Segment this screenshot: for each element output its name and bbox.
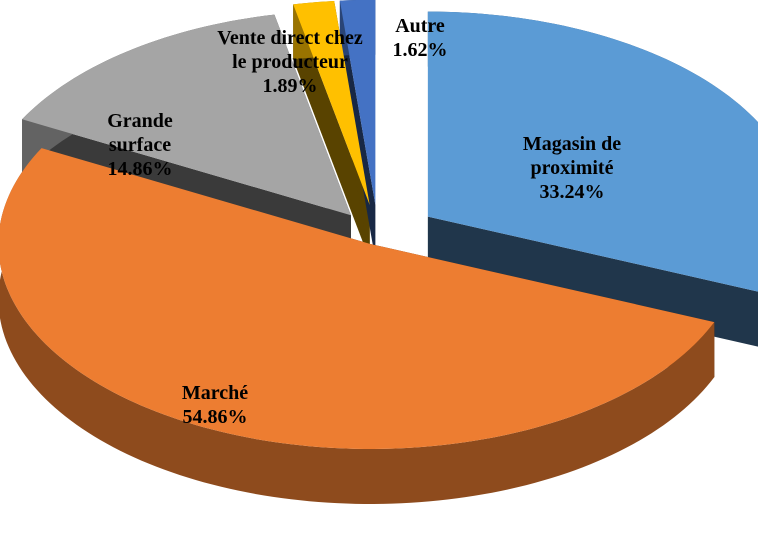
slice [293,0,370,206]
value-label: 1.89% [262,75,318,97]
data-label: Magasin de proximité 33.24% [492,132,652,204]
category-label: Marché [181,382,249,404]
data-label: Vente direct chez le producteur 1.89% [215,26,365,98]
data-label: Grande surface 14.86% [90,109,190,181]
category-label: Magasin de proximité [522,133,622,179]
value-label: 1.62% [392,39,448,61]
slice [0,148,715,449]
value-label: 33.24% [539,181,605,203]
slice-wall [293,4,370,261]
slice [22,14,351,216]
data-label: Autre 1.62% [380,14,460,62]
data-label: Marché 54.86% [140,381,290,429]
value-label: 54.86% [182,406,248,428]
slice [427,11,758,292]
slice [339,0,376,205]
value-label: 14.86% [107,158,173,180]
category-label: Grande surface [107,110,173,156]
category-label: Vente direct chez le producteur [217,27,363,73]
category-label: Autre [395,15,445,37]
